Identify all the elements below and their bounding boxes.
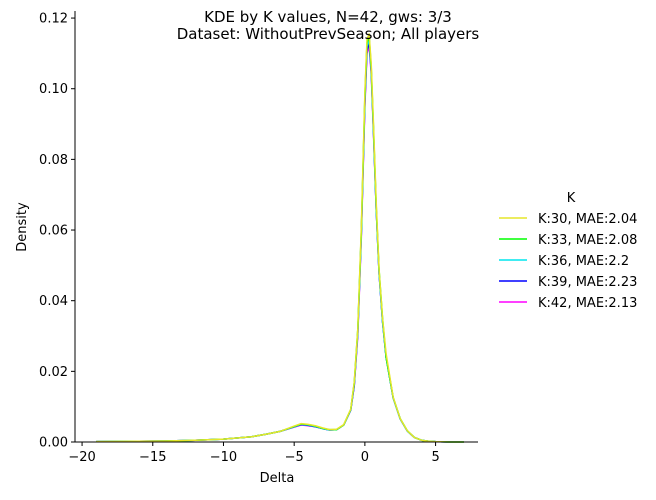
- y-axis-label: Density: [15, 202, 30, 252]
- x-tick-label: −15: [139, 450, 166, 465]
- x-axis-label: Delta: [260, 471, 295, 486]
- chart-title-line-1: KDE by K values, N=42, gws: 3/3: [204, 8, 452, 26]
- series-lines: [96, 33, 464, 443]
- x-ticks: −20 −15 −10 −5 0 5: [68, 442, 440, 465]
- x-tick-label: 5: [431, 450, 439, 465]
- y-tick-label: 0.12: [39, 12, 68, 27]
- y-tick-label: 0.10: [39, 82, 68, 97]
- y-tick-label: 0.00: [39, 436, 68, 451]
- series-line: [96, 42, 464, 443]
- x-tick-label: −10: [210, 450, 237, 465]
- y-tick-label: 0.02: [39, 365, 68, 380]
- series-line: [96, 45, 464, 443]
- legend: K K:30, MAE:2.04 K:33, MAE:2.08 K:36, MAE:…: [499, 191, 637, 311]
- y-ticks: 0.00 0.02 0.04 0.06 0.08 0.10 0.12: [39, 12, 75, 451]
- x-tick-label: −5: [285, 450, 304, 465]
- legend-label: K:33, MAE:2.08: [538, 233, 637, 248]
- y-tick-label: 0.04: [39, 294, 68, 309]
- legend-label: K:36, MAE:2.2: [538, 254, 629, 269]
- x-tick-label: −20: [68, 450, 95, 465]
- y-tick-label: 0.08: [39, 153, 68, 168]
- series-line: [96, 33, 464, 443]
- y-tick-label: 0.06: [39, 224, 68, 239]
- legend-label: K:42, MAE:2.13: [538, 296, 637, 311]
- legend-title: K: [567, 191, 576, 206]
- series-line: [96, 34, 464, 443]
- legend-label: K:30, MAE:2.04: [538, 212, 637, 227]
- x-tick-label: 0: [361, 450, 369, 465]
- chart-title-line-2: Dataset: WithoutPrevSeason; All players: [177, 25, 480, 43]
- legend-label: K:39, MAE:2.23: [538, 275, 637, 290]
- series-line: [96, 38, 464, 443]
